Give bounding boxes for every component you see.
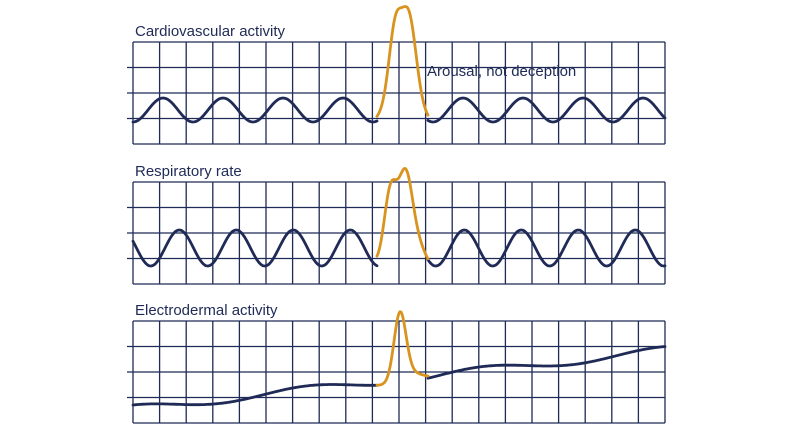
arousal-wave bbox=[375, 310, 430, 387]
baseline-wave bbox=[131, 96, 667, 124]
arousal-wave bbox=[375, 167, 430, 261]
grid bbox=[127, 181, 666, 285]
panel-title: Cardiovascular activity bbox=[135, 23, 286, 40]
arousal-wave bbox=[375, 5, 430, 118]
baseline-wave bbox=[131, 345, 667, 407]
panel-title: Respiratory rate bbox=[135, 163, 242, 180]
panel-title: Electrodermal activity bbox=[135, 302, 278, 319]
baseline-wave bbox=[131, 228, 667, 268]
annotation: Arousal, not deception bbox=[427, 63, 576, 80]
grid bbox=[127, 41, 666, 145]
